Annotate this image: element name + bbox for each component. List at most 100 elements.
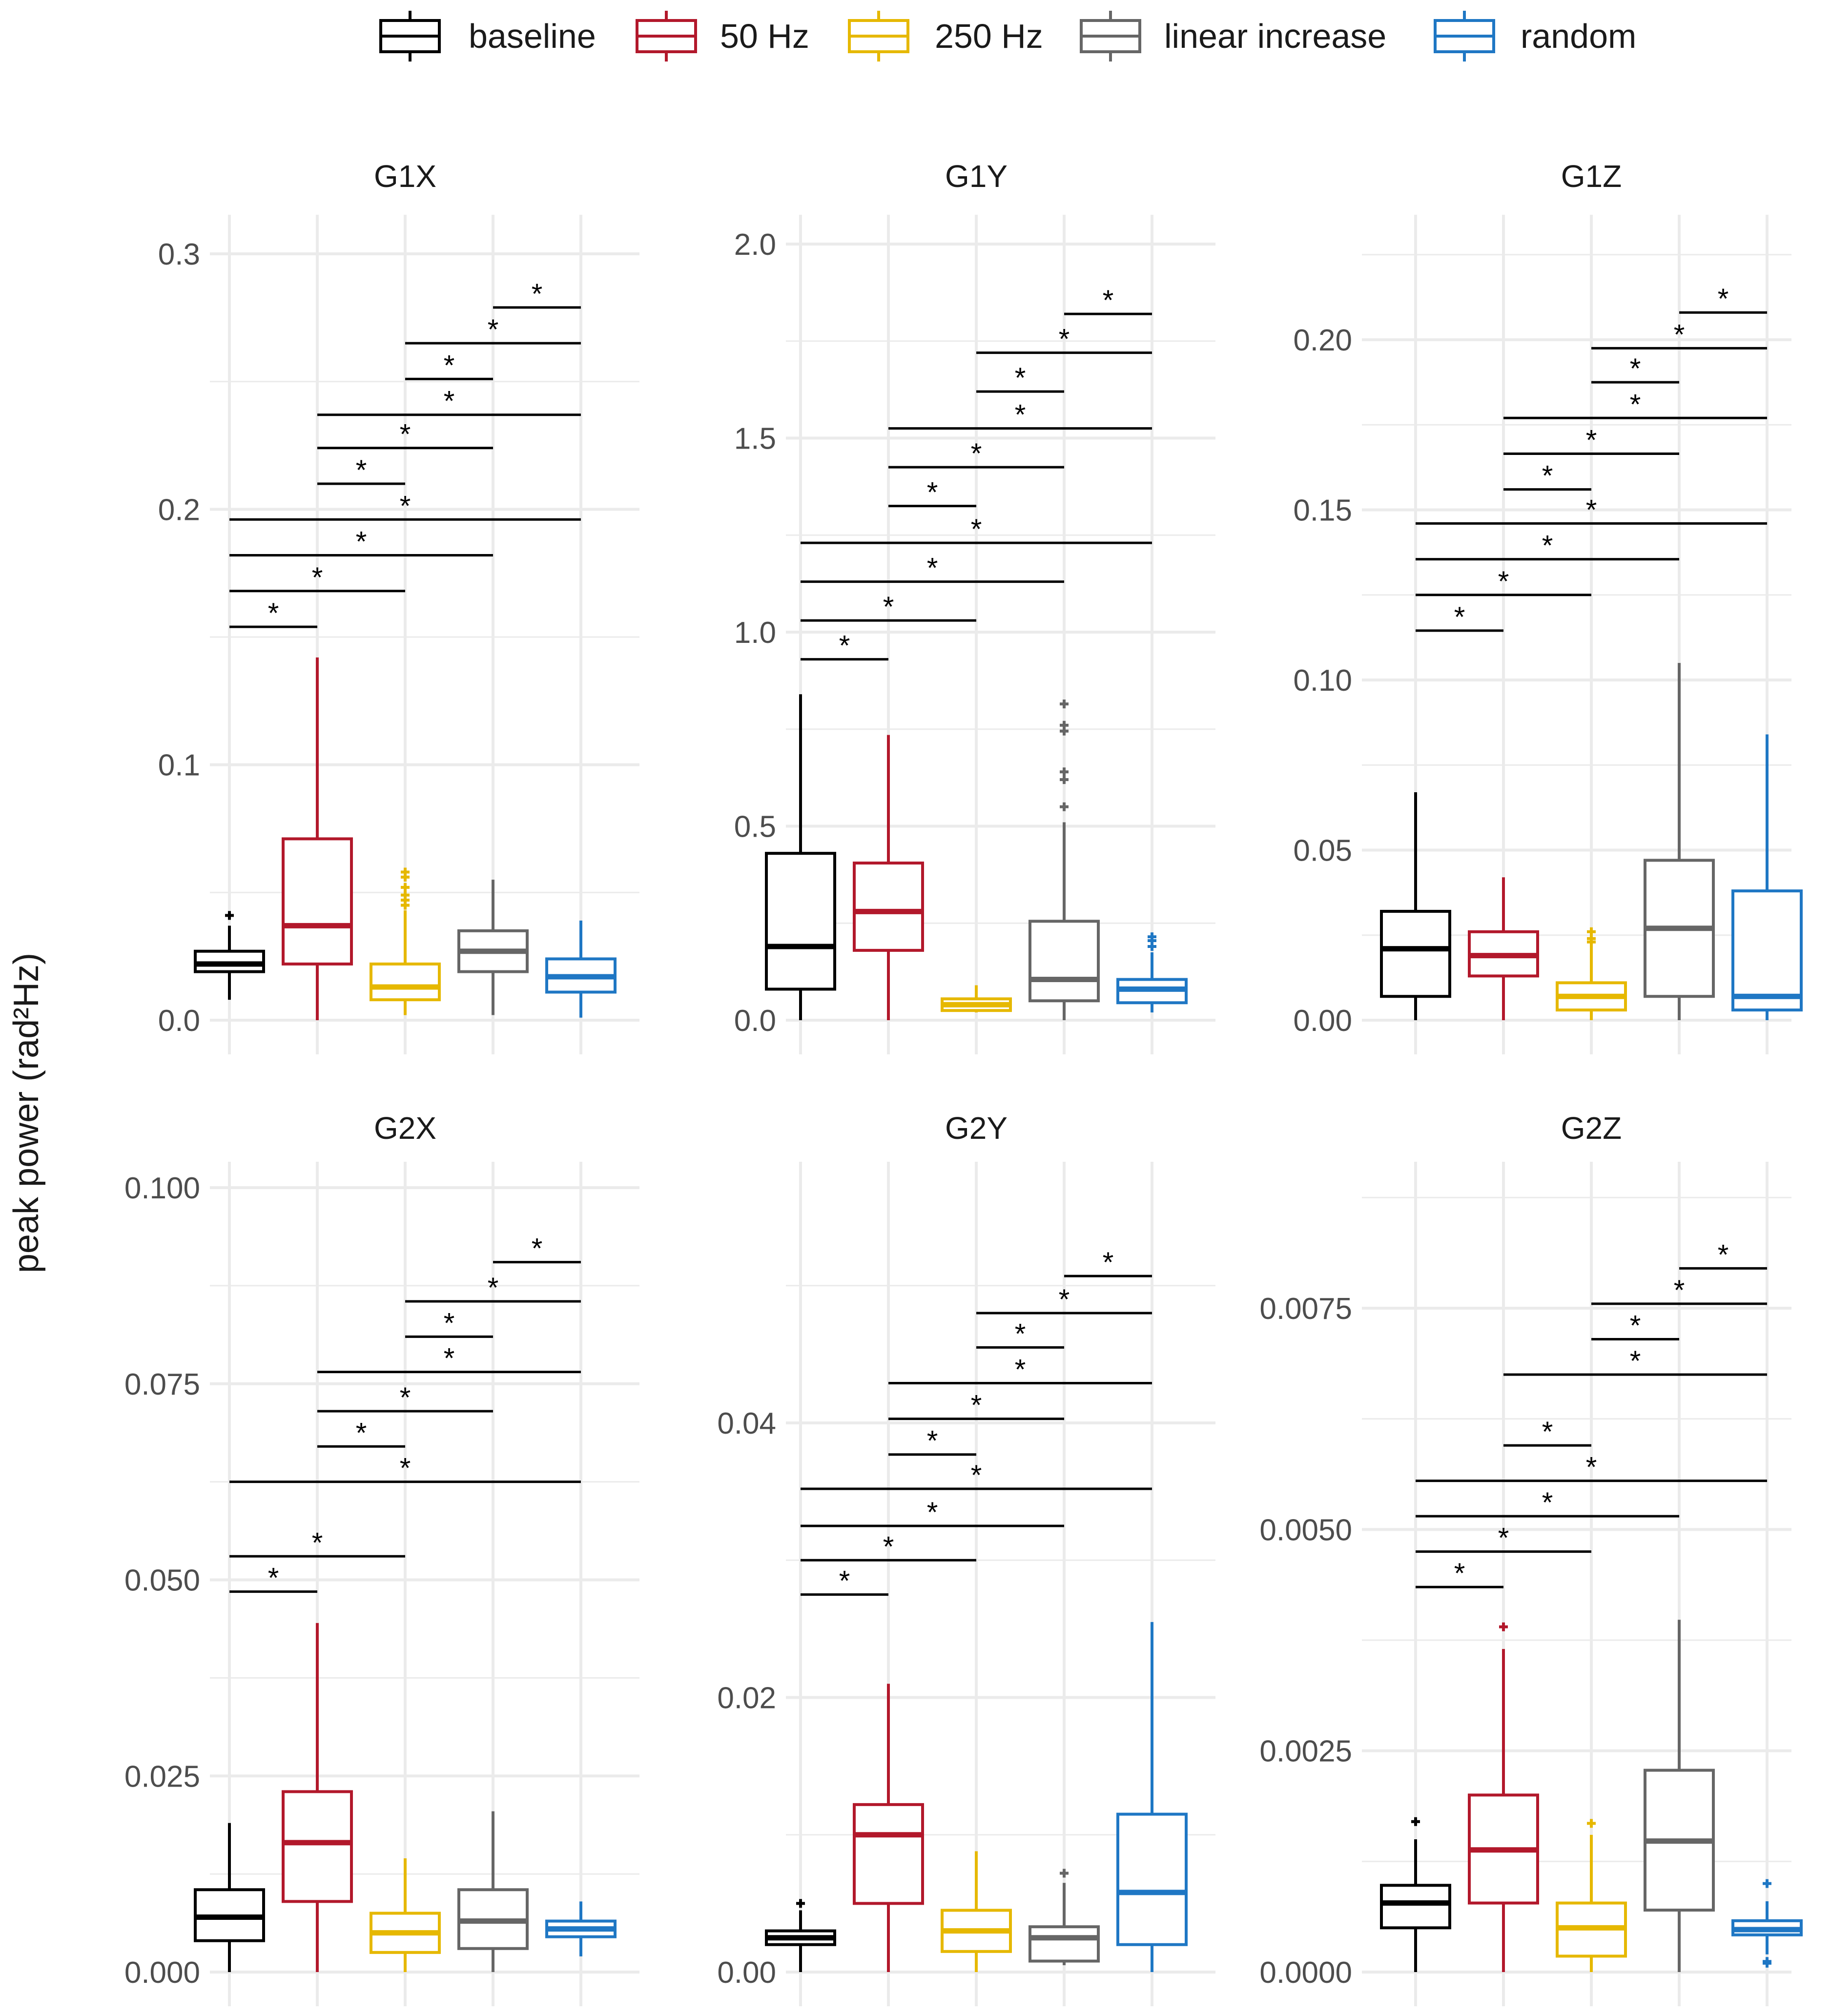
box-50-hz <box>1468 1622 1539 1972</box>
box-iqr <box>1116 1812 1188 1946</box>
box-iqr <box>282 1790 353 1903</box>
y-tick-label: 0.02 <box>717 1682 776 1715</box>
box-iqr <box>853 862 924 952</box>
panel-g1z: 0.00 0.05 0.10 0.15 0.20 G1Z * * * * * * * * * * <box>1293 159 1803 1054</box>
significance-star: * <box>971 438 982 470</box>
y-tick-label: 0.0075 <box>1259 1292 1352 1326</box>
y-tick-label: 0.10 <box>1293 664 1352 698</box>
panel-title: G1Y <box>945 159 1008 194</box>
y-tick-label: 0.075 <box>124 1368 200 1401</box>
box-iqr <box>370 962 441 1002</box>
y-tick-label: 0.000 <box>124 1956 200 1990</box>
significance-star: * <box>312 1527 323 1559</box>
panel-title: G2X <box>374 1111 436 1146</box>
y-tick-label: 2.0 <box>734 228 776 262</box>
significance-star: * <box>927 553 938 584</box>
significance-star: * <box>1059 324 1070 355</box>
significance-star: * <box>1586 494 1597 526</box>
outlier-point <box>1060 699 1069 709</box>
y-axis-title: peak power (rad²Hz) <box>7 953 46 1273</box>
facet-panels: 0.0 0.1 0.2 0.3 G1X * * * * * * * * * * 0.0 0.5 1.0 1.5 2.0… <box>124 159 1803 2006</box>
significance-star: * <box>356 1417 367 1449</box>
significance-star: * <box>927 1425 938 1457</box>
significance-star: * <box>883 1531 894 1563</box>
panel-title: G2Y <box>945 1111 1008 1146</box>
box-250-hz <box>1556 927 1627 1020</box>
significance-star: * <box>971 1390 982 1421</box>
y-tick-label: 0.0 <box>158 1004 200 1038</box>
outlier-point <box>1060 1869 1069 1878</box>
y-tick-label: 0.050 <box>124 1564 200 1598</box>
y-tick-label: 0.04 <box>717 1407 776 1440</box>
legend-entry-linear-increase: linear increase <box>1080 11 1386 62</box>
outlier-point <box>1060 775 1069 784</box>
significance-star: * <box>1015 1354 1026 1385</box>
box-linear-increase <box>1644 1620 1715 1972</box>
y-tick-label: 0.0025 <box>1259 1735 1352 1769</box>
box-50-hz <box>282 657 353 1020</box>
y-tick-label: 0.0000 <box>1259 1956 1352 1990</box>
significance-star: * <box>1586 424 1597 456</box>
legend-label: baseline <box>469 17 596 55</box>
significance-star: * <box>444 350 455 381</box>
y-tick-label: 0.00 <box>1293 1004 1352 1038</box>
significance-star: * <box>1542 530 1553 562</box>
significance-star: * <box>1674 319 1685 350</box>
significance-star: * <box>883 591 894 623</box>
legend-label: random <box>1521 17 1636 55</box>
significance-star: * <box>532 278 543 310</box>
minor-gridlines <box>210 381 639 893</box>
significance-star: * <box>400 1382 411 1414</box>
major-gridlines: 0.0 0.1 0.2 0.3 <box>158 238 639 1038</box>
significance-star: * <box>971 514 982 545</box>
significance-star: * <box>488 1272 499 1304</box>
box-random <box>545 920 617 1018</box>
significance-star: * <box>1103 285 1114 316</box>
significance-star: * <box>1103 1247 1114 1278</box>
box-iqr <box>853 1803 924 1905</box>
legend-entry-50-hz: 50 Hz <box>636 11 809 62</box>
significance-star: * <box>927 477 938 509</box>
outlier-point <box>1763 1957 1771 1966</box>
box-250-hz <box>370 867 441 1015</box>
box-iqr <box>282 837 353 966</box>
panel-g1y: 0.0 0.5 1.0 1.5 2.0 G1Y * * * * * * * * * * <box>734 159 1215 1054</box>
significance-star: * <box>400 490 411 522</box>
outlier-point <box>1148 932 1156 942</box>
panel-g1x: 0.0 0.1 0.2 0.3 G1X * * * * * * * * * * <box>158 159 639 1054</box>
outlier-point <box>225 911 234 920</box>
significance-brackets: * * * * * * * * * <box>229 1233 581 1594</box>
significance-star: * <box>1454 1558 1465 1589</box>
outlier-point <box>1411 1817 1420 1826</box>
significance-star: * <box>312 562 323 594</box>
significance-star: * <box>1542 460 1553 492</box>
major-gridlines: 0.00 0.05 0.10 0.15 0.20 <box>1293 324 1791 1038</box>
significance-star: * <box>1015 399 1026 431</box>
significance-star: * <box>1542 1487 1553 1519</box>
significance-star: * <box>1630 1310 1641 1341</box>
box-50-hz <box>853 1684 924 1972</box>
legend-entry-250-hz: 250 Hz <box>848 11 1043 62</box>
box-linear-increase <box>1644 663 1715 1020</box>
box-random <box>1731 734 1803 1020</box>
significance-star: * <box>971 1460 982 1491</box>
minor-gridlines <box>786 340 1215 924</box>
box-250-hz <box>941 985 1012 1013</box>
box-iqr <box>1731 889 1803 1012</box>
outlier-point <box>401 890 410 900</box>
box-linear-increase <box>1029 1869 1100 1965</box>
outlier-point <box>401 883 410 892</box>
major-gridlines: 0.000 0.025 0.050 0.075 0.100 <box>124 1172 639 1990</box>
outlier-point <box>1060 767 1069 777</box>
y-tick-label: 0.025 <box>124 1760 200 1793</box>
box-random <box>545 1901 617 1956</box>
box-iqr <box>1029 1925 1100 1963</box>
y-tick-label: 1.5 <box>734 422 776 456</box>
box-linear-increase <box>1029 699 1100 1020</box>
box-linear-increase <box>457 1811 529 1972</box>
major-gridlines: 0.00 0.02 0.04 <box>717 1407 1215 1990</box>
outlier-point <box>1587 1819 1596 1828</box>
y-tick-label: 0.5 <box>734 810 776 844</box>
significance-star: * <box>1015 1318 1026 1350</box>
